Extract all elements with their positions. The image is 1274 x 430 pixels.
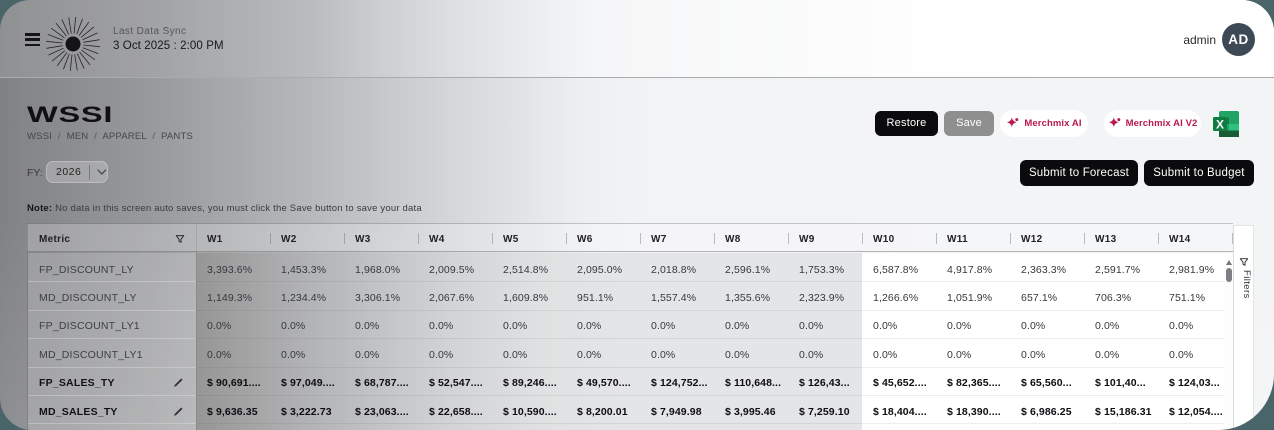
svg-text:X: X: [1216, 118, 1224, 132]
